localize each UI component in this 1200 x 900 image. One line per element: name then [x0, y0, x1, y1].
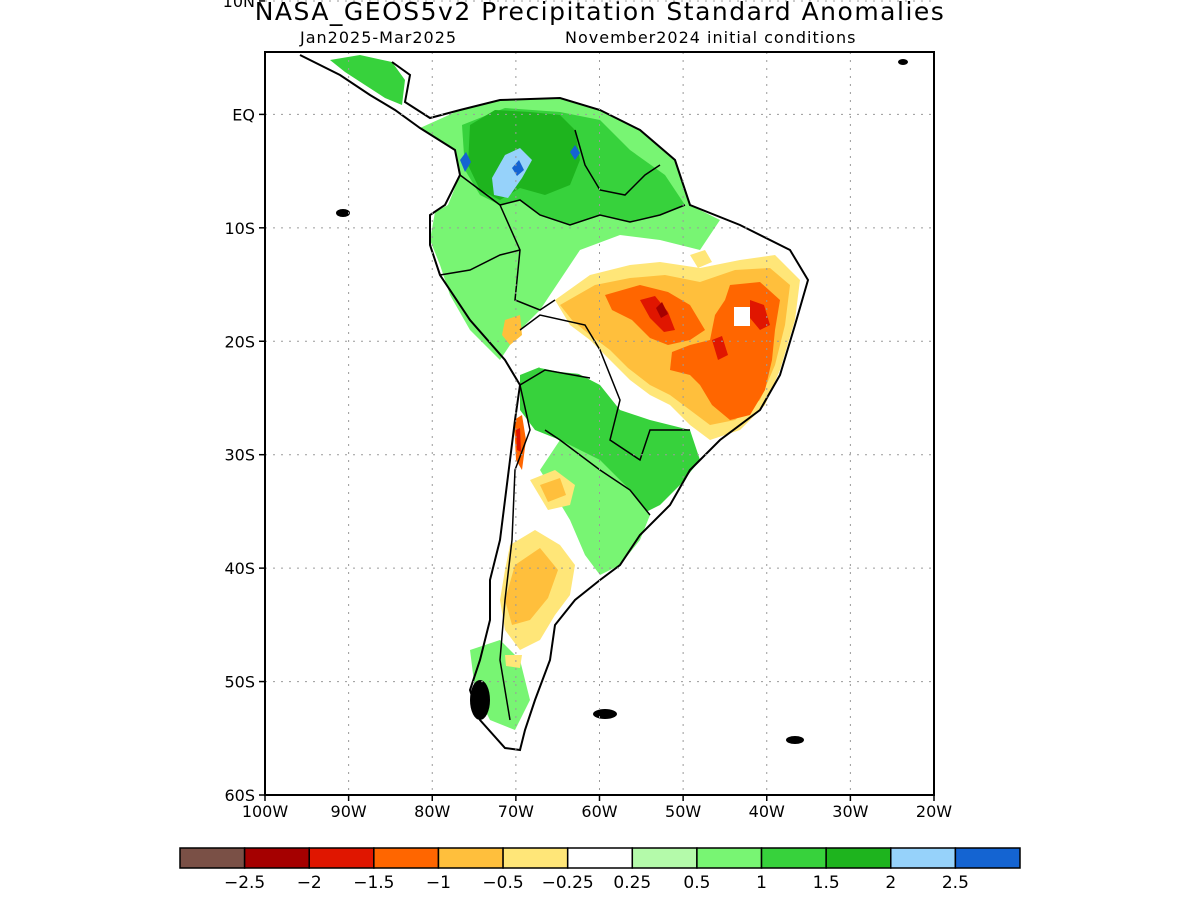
chart-title: NASA_GEOS5v2 Precipitation Standard Anom… — [254, 0, 946, 26]
y-tick-label: 30S — [224, 446, 255, 465]
region-andes-blue-1 — [460, 152, 471, 172]
region-chile-red — [516, 428, 521, 452]
y-tick-label: 10N — [223, 0, 255, 11]
y-tick-label: 20S — [224, 332, 255, 351]
region-south-yellow — [505, 655, 522, 668]
colorbar-swatch — [631, 847, 698, 869]
region-red-1 — [640, 296, 675, 332]
initial-conditions: November2024 initial conditions — [565, 28, 857, 47]
x-tick-label: 30W — [832, 802, 868, 821]
colorbar-label: 0.5 — [683, 873, 710, 893]
colorbar-label: 1.5 — [813, 873, 840, 893]
region-peru-orange — [502, 315, 522, 345]
region-red-3 — [712, 336, 728, 360]
colorbar-swatch — [243, 847, 310, 869]
y-tick-label: 10S — [224, 219, 255, 238]
x-tick-label: 20W — [916, 802, 952, 821]
colorbar-swatch — [760, 847, 827, 869]
colorbar-label: −0.5 — [482, 873, 523, 893]
y-tick-label: EQ — [232, 105, 255, 124]
country-borders — [439, 129, 690, 721]
x-tick-label: 40W — [749, 802, 785, 821]
axis-ticks: 100W 90W 80W 70W 60W 50W 40W 30W 20W 10N EQ 10S 20S 3… — [223, 0, 953, 821]
region-andes-light-blue — [492, 148, 532, 198]
colorbar-swatch — [890, 847, 957, 869]
y-tick-label: 40S — [224, 559, 255, 578]
x-tick-label: 100W — [242, 802, 289, 821]
region-central-america-green — [330, 55, 405, 105]
colorbar-swatch — [566, 847, 634, 869]
region-cordoba-orange — [540, 478, 566, 502]
region-andes-blue-2 — [512, 160, 524, 176]
region-missing-data — [734, 307, 750, 326]
colorbar-swatch — [179, 847, 246, 869]
region-argentina-orange — [505, 548, 558, 625]
colorbar-swatch — [954, 847, 1021, 869]
x-tick-label: 90W — [331, 802, 367, 821]
colorbar-label: 2 — [885, 873, 896, 893]
region-red-2 — [750, 300, 770, 330]
colorbar-label: 1 — [756, 873, 767, 893]
y-tick-label: 60S — [224, 786, 255, 805]
x-tick-label: 70W — [498, 802, 534, 821]
x-tick-label: 80W — [414, 802, 450, 821]
colorbar-label: −1 — [426, 873, 451, 893]
anomaly-field — [300, 55, 808, 750]
region-uruguay-green — [540, 440, 650, 575]
colorbar-label: −2 — [297, 873, 322, 893]
colorbar-label: −0.25 — [542, 873, 594, 893]
x-tick-label: 60W — [581, 802, 617, 821]
region-andes-blue-3 — [570, 145, 580, 160]
colorbar-swatch — [825, 847, 892, 869]
y-tick-label: 50S — [224, 673, 255, 692]
x-tick-label: 50W — [665, 802, 701, 821]
colorbar-swatch — [437, 847, 504, 869]
colorbar-label: −1.5 — [353, 873, 394, 893]
colorbar-swatch — [502, 847, 569, 869]
forecast-period: Jan2025-Mar2025 — [300, 28, 458, 47]
coastlines — [299, 54, 810, 752]
colorbar-swatch — [308, 847, 375, 869]
region-ne-yellow — [690, 250, 712, 268]
colorbar-swatch — [373, 847, 440, 869]
colorbar-label: 0.25 — [613, 873, 651, 893]
region-dark-red-1 — [656, 302, 668, 318]
colorbar-label: −2.5 — [224, 873, 265, 893]
colorbar-swatch — [696, 847, 763, 869]
colorbar-label: 2.5 — [942, 873, 969, 893]
colorbar: −2.5 −2 −1.5 −1 −0.5 −0.25 0.25 0.5 1 1.5 2 2.5 — [179, 847, 1021, 893]
